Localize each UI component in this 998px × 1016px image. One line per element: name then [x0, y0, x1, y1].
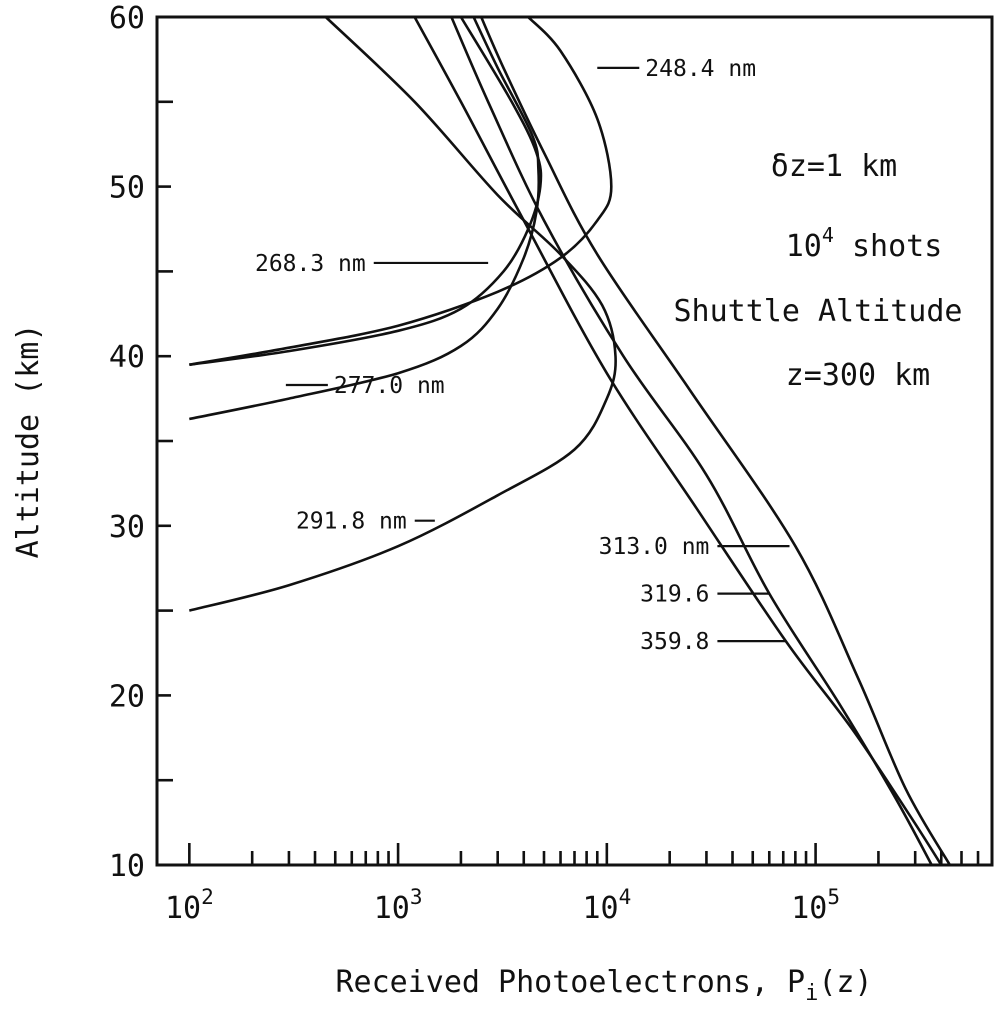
y-axis-title: Altitude (km) [11, 324, 46, 559]
shots-annotation: 104 shots [786, 223, 943, 264]
series-layer [188, 16, 952, 866]
y-tick-label: 50 [109, 171, 145, 206]
series-curve [189, 16, 613, 366]
x-axis-title-sub: i [805, 981, 818, 1006]
series-curve [189, 16, 543, 366]
series-curve [480, 16, 952, 866]
series-label: 359.8 [640, 629, 709, 655]
series-label: 268.3 nm [255, 251, 366, 277]
series-label: 319.6 [640, 582, 709, 608]
y-tick-label: 40 [109, 340, 145, 375]
series-curve [188, 16, 617, 612]
y-tick-label: 20 [109, 679, 145, 714]
x-tick-label: 104 [582, 885, 631, 926]
series-label: 277.0 nm [334, 373, 445, 399]
shuttle-annotation-line1: Shuttle Altitude [674, 294, 963, 329]
series-label: 248.4 nm [645, 56, 756, 82]
series-label: 291.8 nm [296, 509, 407, 535]
shots-exp: 4 [822, 223, 834, 247]
x-tick-label: 102 [165, 885, 214, 926]
axis-ticks: 102030405060102103104105106 [109, 1, 994, 926]
y-tick-label: 60 [109, 1, 145, 36]
shuttle-annotation-line2: z=300 km [786, 358, 931, 393]
x-axis-title-tail: (z) [818, 965, 872, 1000]
x-tick-label: 105 [791, 885, 840, 926]
shots-tail: shots [834, 229, 942, 264]
plot-frame [155, 15, 994, 867]
x-axis-title: Received Photoelectrons, Pi(z) [335, 965, 872, 1006]
series-curve [413, 16, 943, 866]
series-labels: 248.4 nm 268.3 nm 277.0 nm 291.8 nm 313.0 nm… [255, 56, 790, 655]
y-tick-label: 30 [109, 510, 145, 545]
y-tick-label: 10 [109, 849, 145, 884]
resolution-annotation: δz=1 km [771, 149, 897, 184]
x-tick-label: 103 [374, 885, 423, 926]
shots-base: 10 [786, 229, 822, 264]
series-label: 313.0 nm [599, 534, 710, 560]
x-axis-title-main: Received Photoelectrons, P [335, 965, 805, 1000]
series-curve [189, 16, 541, 421]
